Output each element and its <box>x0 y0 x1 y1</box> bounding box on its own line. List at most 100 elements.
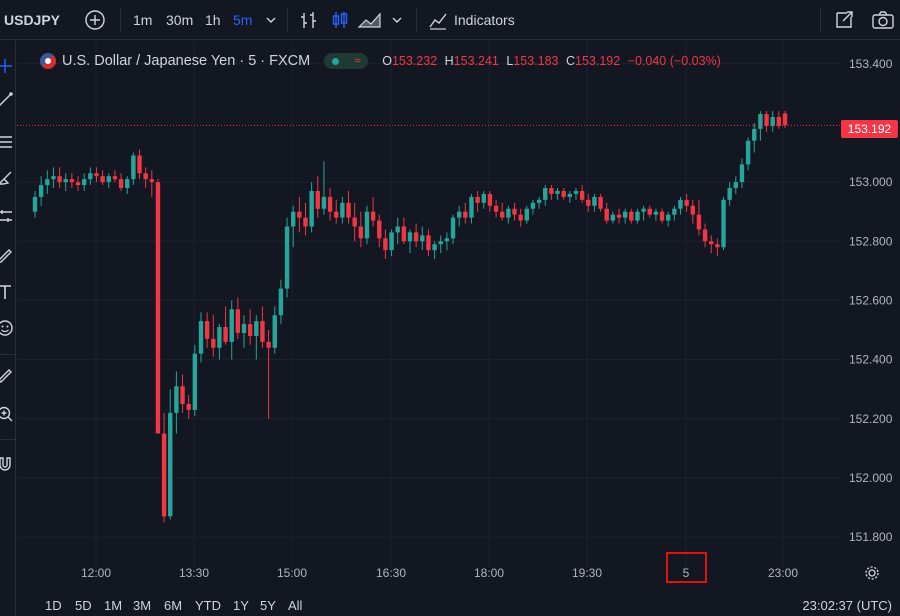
candle-body <box>684 199 689 206</box>
candle-body <box>776 117 782 126</box>
candle-body <box>493 205 499 212</box>
candle-body <box>536 199 542 203</box>
change-value: −0.040 (−0.03%) <box>627 54 721 68</box>
magnet-icon[interactable] <box>0 455 14 473</box>
utc-clock[interactable]: 23:02:37 (UTC) <box>802 598 892 613</box>
candle-body <box>604 208 609 221</box>
candle-body <box>413 232 419 242</box>
range-all[interactable]: All <box>288 598 303 613</box>
candle-body <box>432 244 437 251</box>
gear-icon[interactable] <box>864 565 880 581</box>
candle-body <box>395 226 400 233</box>
range-ytd[interactable]: YTD <box>195 598 221 613</box>
trend-line-icon[interactable] <box>0 91 14 109</box>
divider <box>287 8 288 32</box>
candle-body <box>137 155 142 174</box>
candle-body <box>512 208 517 215</box>
candle-body <box>616 214 622 218</box>
chevron-down-icon[interactable] <box>390 9 404 31</box>
candle-body <box>51 176 56 180</box>
brush-icon[interactable] <box>0 169 14 187</box>
candle-body <box>297 211 302 218</box>
high-label: H <box>444 54 454 68</box>
low-label: L <box>506 54 514 68</box>
range-1m[interactable]: 1M <box>104 598 123 613</box>
price-tick: 152.600 <box>849 293 893 307</box>
indicators-button[interactable]: Indicators <box>454 12 515 28</box>
candle-body <box>192 353 198 410</box>
chevron-down-icon[interactable] <box>264 9 278 31</box>
market-open-icon <box>331 57 339 65</box>
candle-body <box>81 179 87 186</box>
candle-body <box>358 226 364 239</box>
interval-1m[interactable]: 1m <box>133 12 153 28</box>
pen-icon[interactable] <box>0 245 14 263</box>
candle-body <box>211 338 216 348</box>
emoji-icon[interactable] <box>0 319 14 337</box>
time-tick: 13:30 <box>179 566 209 580</box>
candle-body <box>622 211 628 218</box>
price-tick: 153.400 <box>849 57 893 71</box>
price-chart[interactable]: 153.400 153.000 152.800 152.600 152.400 152.2… <box>17 41 900 596</box>
candle-body <box>204 321 210 339</box>
text-icon[interactable] <box>0 283 14 301</box>
bar-chart-type-icon[interactable] <box>298 9 320 31</box>
candle-body <box>284 226 290 289</box>
candle-body <box>174 386 179 413</box>
price-tick: 152.400 <box>849 353 893 367</box>
price-tick: 152.200 <box>849 412 893 426</box>
candle-body <box>690 205 695 215</box>
candle-body <box>168 412 173 517</box>
candle-body <box>217 327 222 348</box>
crosshair-icon[interactable] <box>0 57 14 75</box>
candle-body <box>469 196 474 218</box>
candle-body <box>309 190 314 227</box>
candle-body <box>647 208 652 215</box>
candle-body <box>561 190 566 197</box>
range-1y[interactable]: 1Y <box>233 598 249 613</box>
candle-body <box>57 176 62 183</box>
ruler-icon[interactable] <box>0 367 14 385</box>
high-value: 153.241 <box>453 54 499 68</box>
candle-body <box>75 182 81 186</box>
time-axis[interactable]: 12:00 13:30 15:00 16:30 18:00 19:30 5 23:00 <box>81 566 798 580</box>
range-6m[interactable]: 6M <box>164 598 183 613</box>
candle-body <box>610 214 616 221</box>
candle-body <box>426 235 431 251</box>
candle-body <box>555 190 560 194</box>
candle-body <box>69 179 75 183</box>
ohlc-values: O153.232 H153.241 L153.183 C153.192 −0.0… <box>382 54 725 68</box>
range-1d[interactable]: 1D <box>45 598 62 613</box>
candles-chart-type-icon[interactable] <box>329 9 351 31</box>
candle-body <box>106 176 111 183</box>
fullscreen-icon[interactable] <box>833 9 855 31</box>
candle-body <box>112 176 118 180</box>
symbol-search[interactable]: USDJPY <box>4 12 61 28</box>
camera-icon[interactable] <box>871 9 895 31</box>
candle-body <box>702 229 708 242</box>
candle-body <box>530 202 536 209</box>
zoom-in-icon[interactable] <box>0 405 14 423</box>
market-status-badge[interactable]: ≈ <box>324 53 369 69</box>
candle-body <box>100 176 105 183</box>
fib-retracement-icon[interactable] <box>0 133 14 151</box>
range-5d[interactable]: 5D <box>75 598 92 613</box>
add-symbol-icon[interactable] <box>84 9 106 31</box>
indicators-icon[interactable] <box>427 9 449 31</box>
area-chart-type-icon[interactable] <box>357 9 383 31</box>
divider <box>0 439 16 440</box>
symbol-title[interactable]: U.S. Dollar / Japanese Yen · 5 · FXCM <box>62 53 311 69</box>
candle-body <box>444 238 450 242</box>
interval-5m[interactable]: 5m <box>233 12 253 28</box>
candle-body <box>125 179 130 189</box>
interval-30m[interactable]: 30m <box>166 12 194 28</box>
candle-body <box>506 208 511 218</box>
range-3m[interactable]: 3M <box>133 598 152 613</box>
range-5y[interactable]: 5Y <box>260 598 276 613</box>
patterns-icon[interactable] <box>0 207 14 225</box>
price-axis[interactable]: 153.400 153.000 152.800 152.600 152.400 152.2… <box>849 57 893 544</box>
interval-1h[interactable]: 1h <box>205 12 221 28</box>
candle-body <box>198 321 204 354</box>
divider <box>820 8 821 32</box>
time-tick: 18:00 <box>474 566 504 580</box>
